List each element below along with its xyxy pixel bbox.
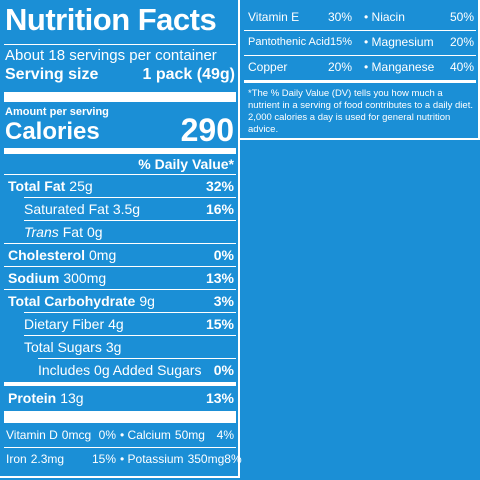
nutrient-row: Dietary Fiber 4g 15% <box>24 313 234 335</box>
amount: 3g <box>105 339 122 355</box>
dv: 20% <box>449 35 474 49</box>
name: Protein <box>8 390 57 406</box>
name: Vitamin E <box>248 10 300 24</box>
amount: 9g <box>139 293 155 309</box>
servings: About 18 servings per container <box>5 47 217 64</box>
amount: 4g <box>108 316 124 332</box>
name: • Calcium <box>120 428 171 442</box>
dv: 4% <box>216 428 234 442</box>
name: Iron <box>6 452 27 466</box>
calories-label: Calories <box>5 118 100 145</box>
name: Includes 0g Added Sugars <box>38 362 202 378</box>
amount-per-serving: Amount per serving <box>5 106 109 118</box>
amount: 3.5g <box>112 201 141 217</box>
name: Saturated Fat <box>24 201 109 217</box>
name: Cholesterol <box>8 247 86 263</box>
amount: 300mg <box>63 270 107 286</box>
dv-header: % Daily Value* <box>138 156 234 172</box>
dv: 13% <box>205 390 234 406</box>
name: Sodium <box>8 270 60 286</box>
name: Total Fat <box>8 178 66 194</box>
vitamin-row: Iron 2.3mg 15% • Potassium 350mg 8% <box>6 448 242 470</box>
amount: 0mg <box>89 247 117 263</box>
rp-row: Vitamin E 30% • Niacin 50% <box>248 6 474 28</box>
nutrient-row: Saturated Fat 3.5g 16% <box>24 198 234 220</box>
dv: 40% <box>449 60 474 74</box>
dv: 0% <box>213 247 234 263</box>
name: Total Sugars <box>24 339 102 355</box>
name: Fat <box>62 224 83 240</box>
calories-value: 290 <box>180 112 234 148</box>
dv: 30% <box>327 10 352 24</box>
name: Copper <box>248 60 288 74</box>
dv: 15% <box>205 316 234 332</box>
rp-row: Pantothenic Acid 15% • Magnesium 20% <box>248 31 474 53</box>
name: Vitamin D <box>6 428 58 442</box>
dv: 13% <box>205 270 234 286</box>
amount: 13g <box>60 390 84 406</box>
amount: 0mcg <box>61 428 92 442</box>
dv: 15% <box>91 452 116 466</box>
nutrient-row: Total Fat 25g 32% <box>8 175 234 197</box>
amount: 25g <box>69 178 93 194</box>
right-panel <box>240 0 480 140</box>
amount: 350mg <box>187 452 225 466</box>
title: Nutrition Facts <box>5 2 217 37</box>
nutrient-row: Trans Fat 0g <box>24 221 234 243</box>
vitamin-row: Vitamin D 0mcg 0% • Calcium 50mg 4% <box>6 424 236 446</box>
name: Total Carbohydrate <box>8 293 136 309</box>
name: • Niacin <box>364 10 405 24</box>
dv: 32% <box>205 178 234 194</box>
dv: 50% <box>449 10 474 24</box>
name: • Manganese <box>364 60 435 74</box>
amount: 0g <box>86 224 103 240</box>
dv: 16% <box>205 201 234 217</box>
footnote: *The % Daily Value (DV) tells you how mu… <box>248 88 473 135</box>
serving-amount: 1 pack (49g) <box>142 66 235 83</box>
amount: 2.3mg <box>30 452 65 466</box>
name: • Magnesium <box>364 35 434 49</box>
dv: 15% <box>329 36 352 48</box>
name: • Potassium <box>120 452 184 466</box>
name: Dietary Fiber <box>24 316 105 332</box>
name-italic: Trans <box>24 224 59 240</box>
nutrient-row: Includes 0g Added Sugars 0% <box>38 359 234 381</box>
dv: 8% <box>224 452 242 466</box>
rp-row: Copper 20% • Manganese 40% <box>248 56 474 78</box>
nutrient-row: Cholesterol 0mg 0% <box>8 244 234 266</box>
nutrient-row: Total Carbohydrate 9g 3% <box>8 290 234 312</box>
serving-size: Serving size 1 pack (49g) <box>5 66 235 84</box>
serving-label: Serving size <box>5 66 99 83</box>
nutrient-row: Total Sugars 3g <box>24 336 234 358</box>
label-panel <box>0 0 240 478</box>
dv: 0% <box>98 428 116 442</box>
name: Pantothenic Acid <box>248 36 330 48</box>
dv: 20% <box>327 60 352 74</box>
dv: 3% <box>213 293 234 309</box>
nutrient-row: Protein 13g 13% <box>8 387 234 409</box>
amount: 50mg <box>174 428 205 442</box>
nutrient-row: Sodium 300mg 13% <box>8 267 234 289</box>
dv: 0% <box>213 362 234 378</box>
